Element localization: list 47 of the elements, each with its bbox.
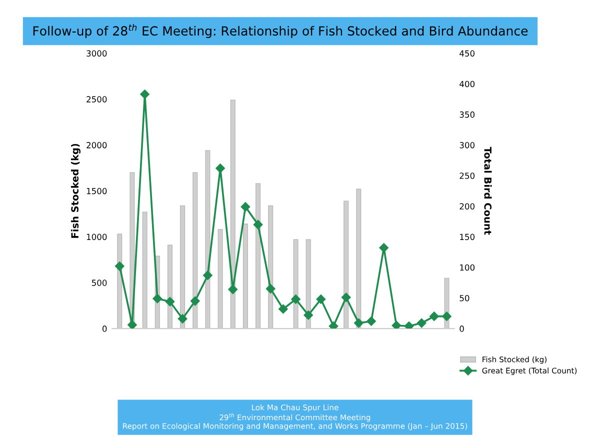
point (392, 320, 402, 329)
y-tick-label: 2000 (86, 142, 107, 148)
y2-tick-label: 150 (460, 234, 475, 240)
chart-title: Follow-up of 28$^{th}$ EC Meeting: Relationship of Fish Stocked and Bird Abundance (33, 24, 528, 38)
point (165, 297, 175, 306)
point (128, 320, 137, 329)
y2-tick-label: 450 (460, 50, 475, 57)
point (115, 262, 124, 271)
y-axis-title: Fish Stocked (kg) (70, 144, 80, 238)
point (354, 318, 364, 328)
y2-axis-title: Total Bird Count (484, 146, 492, 235)
point (404, 321, 414, 329)
y-tick-label: 3000 (86, 50, 107, 57)
point (228, 284, 238, 294)
point (178, 314, 188, 324)
point (442, 312, 452, 321)
point (140, 90, 150, 99)
point (316, 294, 326, 304)
point (304, 310, 313, 320)
y-tick-label: 500 (92, 280, 107, 286)
point (291, 294, 300, 304)
point (216, 164, 225, 173)
y2-tick-label: 250 (460, 172, 475, 179)
point (278, 304, 288, 314)
y2-tick-label: 0 (460, 326, 464, 332)
point (190, 296, 200, 306)
y2-tick-label: 100 (460, 264, 475, 271)
y2-tick-label: 50 (460, 294, 470, 302)
point (341, 292, 351, 302)
y-tick-label: 0 (102, 326, 107, 332)
y-tick-label: 2500 (86, 96, 107, 102)
point (430, 312, 439, 321)
point (416, 318, 426, 328)
point (203, 270, 212, 280)
y2-tick-label: 350 (460, 111, 475, 118)
y2-tick-label: 200 (460, 203, 475, 210)
point (240, 202, 250, 212)
point (152, 294, 162, 304)
point (366, 316, 376, 326)
y-tick-label: 1500 (86, 188, 107, 194)
y-tick-label: 1000 (86, 234, 107, 240)
point (379, 243, 388, 252)
point (328, 321, 338, 329)
point (266, 284, 276, 294)
y2-tick-label: 300 (460, 142, 475, 148)
y2-tick-label: 400 (460, 80, 475, 88)
point (253, 220, 263, 230)
